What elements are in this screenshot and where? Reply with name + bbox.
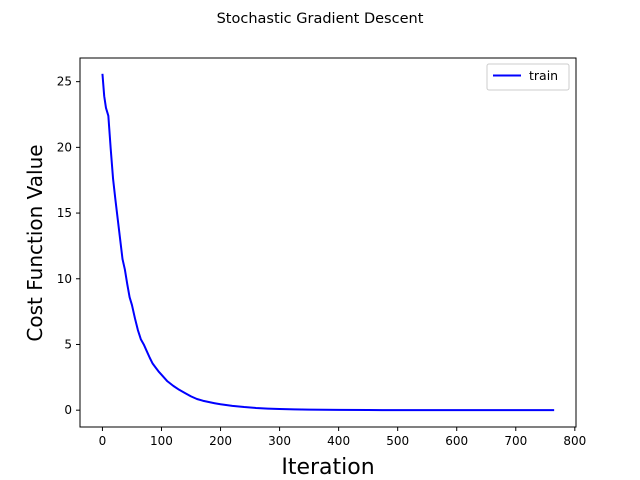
series-line-train xyxy=(101,73,555,412)
legend-box xyxy=(486,63,570,91)
x-tick-label: 0 xyxy=(99,434,107,448)
axes-frame xyxy=(79,57,577,428)
y-tick-label: 0 xyxy=(64,403,72,417)
plot-layer xyxy=(101,73,555,412)
y-axis-label: Cost Function Value xyxy=(23,144,47,341)
x-tick-label: 400 xyxy=(327,434,350,448)
y-tick-label: 20 xyxy=(57,140,72,154)
y-tick-label: 5 xyxy=(64,337,72,351)
y-tick-label: 10 xyxy=(57,272,72,286)
x-tick-label: 300 xyxy=(268,434,291,448)
x-tick-label: 500 xyxy=(386,434,409,448)
x-tick-label: 200 xyxy=(209,434,232,448)
chart-title: Stochastic Gradient Descent xyxy=(217,11,424,27)
x-tick-label: 700 xyxy=(504,434,527,448)
x-tick-label: 600 xyxy=(445,434,468,448)
y-tick-label: 15 xyxy=(57,206,72,220)
x-tick-label: 800 xyxy=(563,434,586,448)
legend: train xyxy=(486,63,570,91)
x-axis-label: Iteration xyxy=(281,455,374,480)
legend-label-train: train xyxy=(529,68,558,83)
y-tick-label: 25 xyxy=(57,75,72,89)
axes-layer: 0 100 200 300 400 500 600 700 800 0 5 10 15 20 25 xyxy=(57,57,586,448)
x-tick-label: 100 xyxy=(150,434,173,448)
